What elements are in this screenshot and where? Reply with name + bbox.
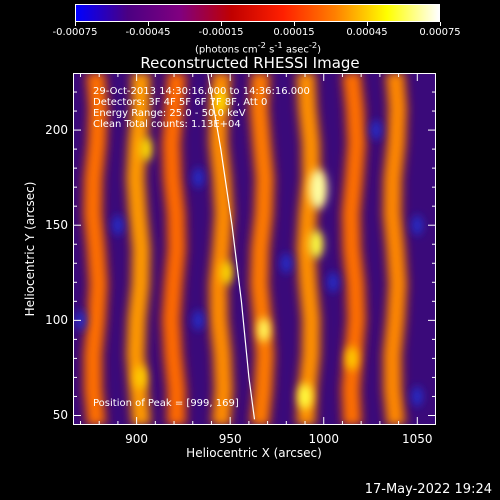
negative-lobe bbox=[281, 253, 292, 274]
image-blobs bbox=[75, 89, 423, 410]
bright-source-blob bbox=[257, 317, 270, 342]
chart-title: Reconstructed RHESSI Image bbox=[140, 54, 360, 72]
image-stripes bbox=[80, 73, 410, 425]
negative-lobe bbox=[412, 386, 423, 407]
x-tick-label: 950 bbox=[218, 432, 242, 446]
rhessi-image-plot bbox=[73, 73, 436, 425]
intensity-stripe bbox=[384, 73, 406, 425]
bright-source-blob bbox=[345, 346, 358, 371]
intensity-stripe bbox=[163, 73, 185, 425]
intensity-stripe bbox=[84, 73, 107, 425]
colorbar-tick bbox=[148, 22, 149, 26]
colorbar-tick-label: 0.00075 bbox=[419, 27, 461, 38]
x-tick-label: 900 bbox=[125, 432, 149, 446]
timestamp: 17-May-2022 19:24 bbox=[364, 482, 492, 497]
x-tick-label: 1050 bbox=[402, 432, 433, 446]
annotation-line: Clean Total counts: 1.13E+04 bbox=[93, 119, 241, 130]
negative-lobe bbox=[412, 215, 423, 236]
annotation-line: 29-Oct-2013 14:30:16.000 to 14:36:16.000 bbox=[93, 86, 310, 97]
bright-source-blob bbox=[309, 230, 324, 259]
bright-source-blob bbox=[134, 365, 147, 390]
intensity-stripe bbox=[297, 73, 320, 425]
y-tick-label: 100 bbox=[45, 313, 68, 328]
colorbar-tick-label: -0.00015 bbox=[198, 27, 244, 38]
colorbar-tick bbox=[440, 22, 441, 26]
negative-lobe bbox=[193, 167, 204, 188]
negative-lobe bbox=[112, 215, 123, 236]
annotation-line: Energy Range: 25.0 - 50.0 keV bbox=[93, 108, 246, 119]
solar-limb-curve bbox=[207, 73, 256, 420]
colorbar-tick-label: 0.00045 bbox=[346, 27, 388, 38]
bright-source-blob bbox=[220, 260, 233, 285]
negative-lobe bbox=[328, 272, 339, 293]
colorbar-units: (photons cm-2 s-1 asec-2) bbox=[194, 40, 322, 56]
axis-ticks bbox=[73, 73, 436, 425]
x-axis-label: Heliocentric X (arcsec) bbox=[186, 446, 322, 460]
y-tick-label: 50 bbox=[52, 408, 68, 423]
negative-lobe bbox=[371, 120, 382, 141]
y-tick-label: 200 bbox=[45, 123, 68, 138]
colorbar-tick-label: 0.00015 bbox=[273, 27, 315, 38]
intensity-stripe bbox=[127, 73, 150, 425]
bright-source-blob bbox=[298, 383, 313, 410]
plot-frame bbox=[73, 73, 436, 425]
y-axis-label: Heliocentric Y (arcsec) bbox=[23, 181, 37, 317]
bright-source-blob bbox=[214, 89, 227, 114]
annotation-line: Detectors: 3F 4F 5F 6F 7F 8F, Att 0 bbox=[93, 97, 268, 108]
colorbar-tick-label: -0.00045 bbox=[125, 27, 171, 38]
x-tick-label: 1000 bbox=[308, 432, 339, 446]
negative-lobe bbox=[193, 310, 204, 331]
bright-source-blob bbox=[139, 137, 152, 162]
colorbar-tick bbox=[367, 22, 368, 26]
intensity-stripe bbox=[342, 73, 365, 425]
colorbar-tick bbox=[221, 22, 222, 26]
y-tick-label: 150 bbox=[45, 218, 68, 233]
peak-position-label: Position of Peak = [999, 169] bbox=[93, 398, 239, 409]
colorbar-tick-label: -0.00075 bbox=[52, 27, 98, 38]
intensity-stripe bbox=[250, 73, 274, 425]
colorbar-tick bbox=[75, 22, 76, 26]
bright-source-blob bbox=[309, 169, 328, 210]
colorbar bbox=[75, 4, 440, 22]
colorbar-tick bbox=[294, 22, 295, 26]
